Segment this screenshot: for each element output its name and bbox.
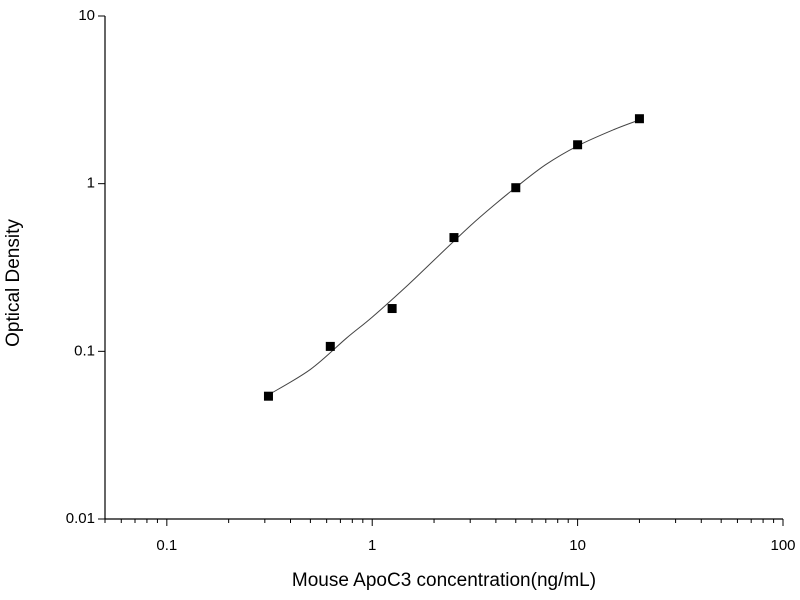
x-axis-title: Mouse ApoC3 concentration(ng/mL) (292, 570, 596, 591)
data-point (325, 341, 335, 351)
x-tick-label: 1 (368, 537, 376, 554)
data-point (387, 304, 397, 314)
data-point (573, 140, 583, 150)
y-tick-label: 10 (78, 7, 95, 24)
y-axis-title: Optical Density (3, 219, 24, 347)
fit-curve (268, 119, 640, 396)
data-point (263, 391, 273, 401)
y-tick-label: 0.1 (74, 342, 95, 359)
y-tick-label: 0.01 (66, 510, 95, 527)
x-tick-label: 100 (770, 537, 795, 554)
x-tick-label: 0.1 (156, 537, 177, 554)
x-tick-label: 10 (569, 537, 586, 554)
y-tick-label: 1 (87, 175, 95, 192)
data-point (449, 233, 459, 243)
data-point (511, 183, 521, 193)
data-point (634, 114, 644, 124)
